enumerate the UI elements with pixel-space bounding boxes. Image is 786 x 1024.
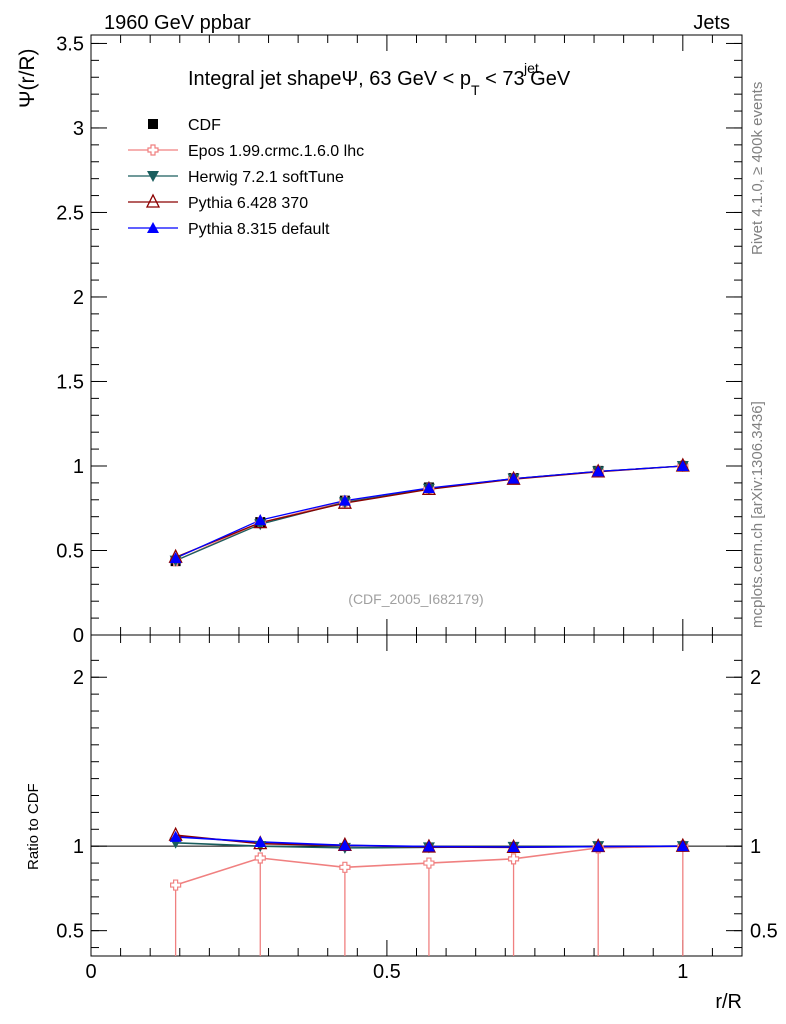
rivet-label: Rivet 4.1.0, ≥ 400k events xyxy=(749,82,766,255)
ratio-ytick-label-right: 0.5 xyxy=(750,921,778,943)
legend-marker xyxy=(147,222,159,233)
ratio-data-point xyxy=(507,841,520,853)
main-series-line xyxy=(175,465,683,559)
ratio-series-group xyxy=(168,826,690,956)
main-series-group xyxy=(168,457,690,567)
header-left: 1960 GeV ppbar xyxy=(104,12,251,34)
mcplots-label: mcplots.cern.ch [arXiv:1306.3436] xyxy=(749,401,766,628)
ratio-data-point xyxy=(506,838,521,854)
main-ylabel: Ψ(r/R) xyxy=(16,48,39,108)
main-y-axis: 0 0.5 1 1.5 2 2.5 3 3.5 xyxy=(56,33,742,647)
main-data-point xyxy=(422,481,435,493)
ratio-xlabel: r/R xyxy=(715,991,742,1013)
ratio-data-point xyxy=(507,853,520,865)
legend-marker xyxy=(147,171,159,182)
legend-label: Epos 1.99.crmc.1.6.0 lhc xyxy=(188,143,364,160)
title-superscript: jet xyxy=(523,60,539,76)
main-data-point xyxy=(675,457,690,472)
ratio-data-point xyxy=(169,830,182,842)
ratio-ytick-label-right: 2 xyxy=(750,667,761,689)
ratio-data-point xyxy=(170,879,182,891)
ratio-xtick-label: 1 xyxy=(677,961,688,983)
ratio-xtick-label: 0 xyxy=(85,961,96,983)
main-ytick-label: 1 xyxy=(73,456,84,478)
main-ytick-label: 1.5 xyxy=(56,371,84,393)
title-main: Integral jet shapeΨ, 63 GeV < p xyxy=(188,68,471,90)
main-data-point xyxy=(338,494,351,506)
main-ytick-label: 2.5 xyxy=(56,202,84,224)
legend-marker xyxy=(147,144,159,156)
main-ytick-label: 3 xyxy=(73,118,84,140)
ratio-data-point xyxy=(338,839,351,851)
ratio-data-point xyxy=(592,840,605,852)
ratio-ytick-label-right: 1 xyxy=(750,836,761,858)
legend-label: Pythia 8.315 default xyxy=(188,221,330,238)
ratio-data-point xyxy=(254,852,266,864)
legend: CDF Epos 1.99.crmc.1.6.0 lhc Herwig 7.2.1 … xyxy=(128,117,364,238)
analysis-watermark: (CDF_2005_I682179) xyxy=(348,591,483,607)
main-ytick-label: 0 xyxy=(73,625,84,647)
ratio-panel-frame xyxy=(90,634,743,957)
legend-label: Pythia 6.428 370 xyxy=(188,195,308,212)
ratio-data-point xyxy=(422,840,435,852)
legend-marker xyxy=(148,119,158,129)
main-series-line xyxy=(175,465,683,558)
main-data-point xyxy=(507,472,520,484)
main-data-point xyxy=(169,552,182,564)
ratio-ytick-label: 2 xyxy=(73,667,84,689)
header-right: Jets xyxy=(693,12,730,34)
ratio-ylabel: Ratio to CDF xyxy=(25,783,42,870)
legend-marker xyxy=(145,193,161,208)
chart-title: Integral jet shapeΨ, 63 GeV < pT < 73 Ge… xyxy=(188,68,571,98)
ratio-ytick-label: 1 xyxy=(73,836,84,858)
legend-label: CDF xyxy=(188,117,221,134)
main-series-line xyxy=(175,465,683,562)
ratio-ytick-label: 0.5 xyxy=(56,921,84,943)
ratio-data-point xyxy=(676,840,689,852)
main-data-point xyxy=(676,459,689,471)
main-series-line xyxy=(175,465,683,562)
ratio-axes: 0.5 0.51 12 20 0.5 1 xyxy=(56,635,778,983)
ratio-data-point xyxy=(423,857,435,869)
legend-label: Herwig 7.2.1 softTune xyxy=(188,169,344,186)
main-data-point xyxy=(254,514,267,526)
main-ytick-label: 2 xyxy=(73,287,84,309)
title-subscript: T xyxy=(471,82,480,98)
ratio-xtick-label: 0.5 xyxy=(373,961,401,983)
ratio-data-point xyxy=(254,835,267,847)
main-data-point xyxy=(592,465,605,477)
title-tail: < 73 GeV xyxy=(480,68,571,90)
main-ytick-label: 3.5 xyxy=(56,33,84,55)
main-ytick-label: 0.5 xyxy=(56,540,84,562)
ratio-data-point xyxy=(339,861,351,873)
